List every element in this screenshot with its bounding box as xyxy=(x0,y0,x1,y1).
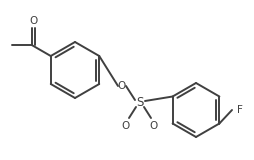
Text: O: O xyxy=(150,121,158,131)
Text: F: F xyxy=(237,105,243,115)
Text: O: O xyxy=(29,16,37,26)
Text: S: S xyxy=(136,96,144,109)
Text: O: O xyxy=(122,121,130,131)
Text: O: O xyxy=(118,81,126,91)
